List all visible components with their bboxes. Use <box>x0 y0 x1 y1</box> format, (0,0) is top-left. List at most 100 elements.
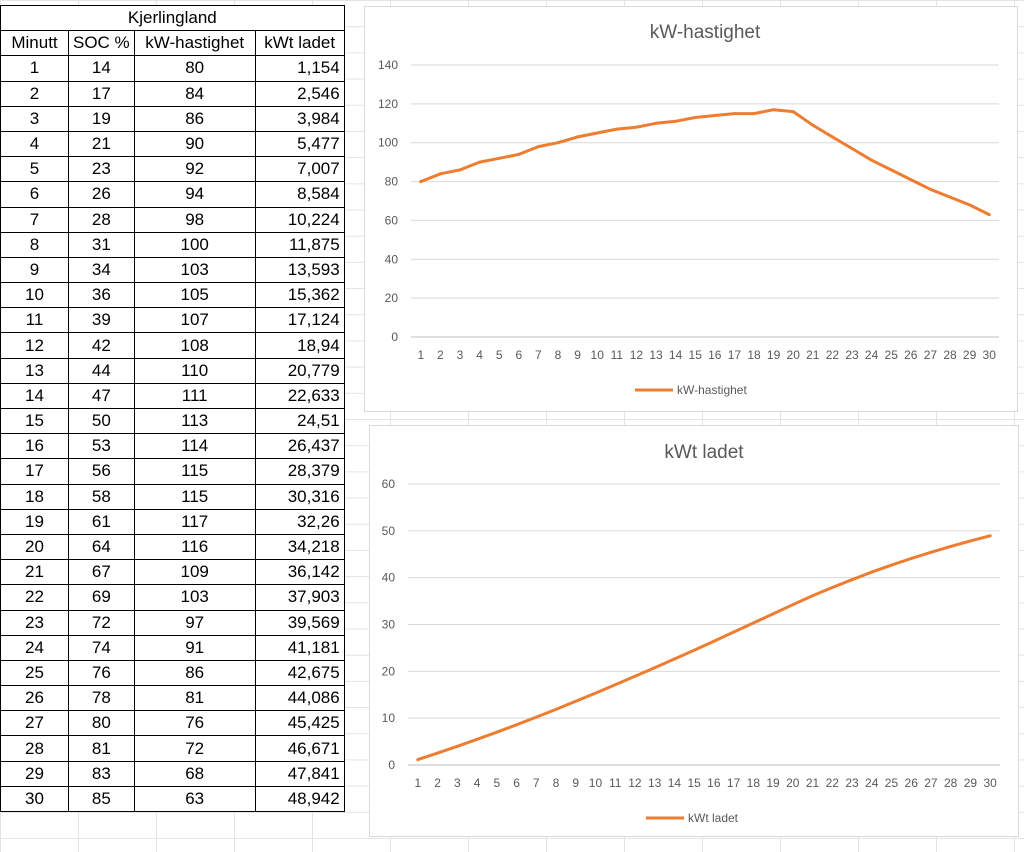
table-cell[interactable]: 28 <box>68 206 135 233</box>
table-cell[interactable]: 10,224 <box>254 206 345 233</box>
data-point[interactable] <box>889 563 893 567</box>
data-point[interactable] <box>850 147 854 151</box>
table-cell[interactable]: 69 <box>68 584 135 611</box>
data-point[interactable] <box>515 723 519 727</box>
table-cell[interactable]: 5 <box>0 156 69 183</box>
table-cell[interactable]: 45,425 <box>254 710 345 737</box>
data-point[interactable] <box>909 557 913 561</box>
data-point[interactable] <box>593 691 597 695</box>
table-title[interactable]: Kjerlingland <box>0 4 345 32</box>
table-cell[interactable]: 9 <box>0 256 69 284</box>
data-point[interactable] <box>654 121 658 125</box>
table-cell[interactable]: 109 <box>133 559 256 586</box>
data-point[interactable] <box>850 578 854 582</box>
table-cell[interactable]: 47 <box>68 382 135 410</box>
data-point[interactable] <box>968 203 972 207</box>
table-cell[interactable]: 34 <box>68 256 135 284</box>
table-cell[interactable]: 86 <box>133 659 256 687</box>
data-point[interactable] <box>653 666 657 670</box>
data-point[interactable] <box>595 131 599 135</box>
table-cell[interactable]: 6 <box>0 181 69 208</box>
table-cell[interactable]: 30,316 <box>254 483 345 510</box>
table-cell[interactable]: 17 <box>0 458 69 485</box>
table-cell[interactable]: 103 <box>133 584 256 611</box>
table-cell[interactable]: 13 <box>0 357 69 384</box>
table-cell[interactable]: 46,671 <box>254 735 345 762</box>
column-header[interactable]: kW-hastighet <box>133 30 256 57</box>
table-cell[interactable]: 25 <box>0 659 69 687</box>
table-cell[interactable]: 98 <box>133 206 256 233</box>
data-point[interactable] <box>732 630 736 634</box>
table-cell[interactable]: 63 <box>133 785 256 813</box>
table-cell[interactable]: 3,984 <box>254 105 345 132</box>
table-cell[interactable]: 11 <box>0 307 69 334</box>
legend-label[interactable]: kW-hastighet <box>677 383 747 397</box>
table-cell[interactable]: 21 <box>0 559 69 586</box>
table-cell[interactable]: 26 <box>0 685 69 712</box>
table-cell[interactable]: 53 <box>68 433 135 460</box>
table-cell[interactable]: 30 <box>0 785 69 813</box>
table-cell[interactable]: 29 <box>0 760 69 787</box>
data-point[interactable] <box>475 737 479 741</box>
data-point[interactable] <box>692 648 696 652</box>
table-cell[interactable]: 22,633 <box>254 382 345 410</box>
table-cell[interactable]: 10 <box>0 282 69 309</box>
table-cell[interactable]: 74 <box>68 634 135 661</box>
table-cell[interactable]: 111 <box>133 382 256 410</box>
table-cell[interactable]: 80 <box>133 55 256 82</box>
data-point[interactable] <box>949 544 953 548</box>
table-cell[interactable]: 72 <box>68 609 135 636</box>
column-header[interactable]: kWt ladet <box>254 30 345 57</box>
data-point[interactable] <box>419 180 423 184</box>
table-cell[interactable]: 78 <box>68 685 135 712</box>
table-cell[interactable]: 15 <box>0 407 69 435</box>
table-cell[interactable]: 44 <box>68 357 135 384</box>
table-cell[interactable]: 5,477 <box>254 130 345 158</box>
table-cell[interactable]: 107 <box>133 307 256 334</box>
table-cell[interactable]: 48,942 <box>254 785 345 813</box>
table-cell[interactable]: 20 <box>0 533 69 561</box>
data-point[interactable] <box>751 621 755 625</box>
data-point[interactable] <box>556 141 560 145</box>
data-point[interactable] <box>416 758 420 762</box>
table-cell[interactable]: 67 <box>68 559 135 586</box>
table-cell[interactable]: 18,94 <box>254 332 345 359</box>
data-point[interactable] <box>455 744 459 748</box>
table-cell[interactable]: 105 <box>133 282 256 309</box>
table-cell[interactable]: 7 <box>0 206 69 233</box>
data-point[interactable] <box>791 603 795 607</box>
table-cell[interactable]: 80 <box>68 710 135 737</box>
table-cell[interactable]: 76 <box>68 659 135 687</box>
table-cell[interactable]: 24 <box>0 634 69 661</box>
data-point[interactable] <box>712 639 716 643</box>
table-cell[interactable]: 116 <box>133 533 256 561</box>
table-cell[interactable]: 72 <box>133 735 256 762</box>
table-cell[interactable]: 64 <box>68 533 135 561</box>
column-header[interactable]: SOC % <box>68 30 135 57</box>
table-cell[interactable]: 115 <box>133 458 256 485</box>
data-point[interactable] <box>478 160 482 164</box>
data-point[interactable] <box>732 112 736 116</box>
table-cell[interactable]: 3 <box>0 105 69 132</box>
data-point[interactable] <box>752 112 756 116</box>
table-cell[interactable]: 100 <box>133 231 256 258</box>
data-point[interactable] <box>928 187 932 191</box>
data-point[interactable] <box>554 707 558 711</box>
data-point[interactable] <box>534 715 538 719</box>
data-point[interactable] <box>968 539 972 543</box>
data-point[interactable] <box>438 172 442 176</box>
table-cell[interactable]: 20,779 <box>254 357 345 384</box>
table-cell[interactable]: 16 <box>0 433 69 460</box>
table-cell[interactable]: 12 <box>0 332 69 359</box>
table-cell[interactable]: 17 <box>68 80 135 107</box>
table-cell[interactable]: 86 <box>133 105 256 132</box>
chart-kw-hastighet[interactable]: kW-hastighet 0 20 40 60 80 100 120 140 1 2 3 4 5 6 7 8 9 1… <box>364 6 1018 412</box>
data-point[interactable] <box>870 158 874 162</box>
table-cell[interactable]: 23 <box>68 156 135 183</box>
data-point[interactable] <box>574 699 578 703</box>
table-cell[interactable]: 13,593 <box>254 256 345 284</box>
data-point[interactable] <box>830 135 834 139</box>
table-cell[interactable]: 28 <box>0 735 69 762</box>
data-point[interactable] <box>495 730 499 734</box>
data-point[interactable] <box>713 114 717 118</box>
